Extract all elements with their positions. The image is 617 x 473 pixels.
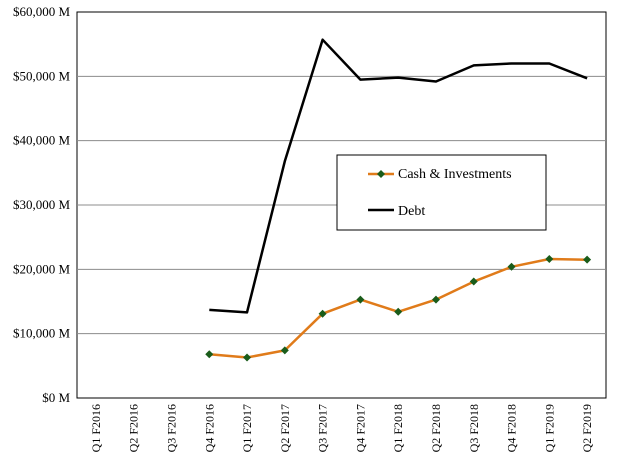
x-tick-label: Q3 F2016 [164,404,178,452]
legend-label-debt: Debt [398,204,425,219]
data-point-cash-investments [280,346,289,355]
x-tick-label: Q3 F2018 [467,404,481,452]
x-tick-label: Q1 F2019 [542,404,556,452]
data-point-cash-investments [205,350,214,359]
data-point-cash-investments [431,295,440,304]
x-tick-label: Q1 F2017 [240,404,254,452]
x-axis-ticks: Q1 F2016 Q2 F2016 Q3 F2016 Q4 F2016 Q1 F2017… [89,404,594,452]
gridlines [77,75,606,335]
data-point-cash-investments [394,307,403,316]
x-tick-label: Q4 F2018 [505,404,519,452]
y-tick-label: $20,000 M [13,261,71,276]
data-point-cash-investments [356,295,365,304]
x-tick-label: Q3 F2017 [316,404,330,452]
y-axis-ticks: $0 M $10,000 M $20,000 M $30,000 M $40,000 M… [13,4,71,405]
data-point-cash-investments [318,309,327,318]
x-tick-label: Q1 F2018 [391,404,405,452]
series-layer [205,38,592,362]
data-point-cash-investments [243,353,252,362]
x-tick-label: Q2 F2016 [127,404,141,452]
x-tick-label: Q2 F2018 [429,404,443,452]
y-tick-label: $30,000 M [13,197,71,212]
y-tick-label: $0 M [42,390,70,405]
x-tick-label: Q1 F2016 [89,404,103,452]
legend-marker-cash [377,170,385,178]
x-tick-label: Q4 F2016 [202,404,216,452]
legend: Cash & Investments Debt [336,154,547,231]
y-tick-label: $60,000 M [13,4,71,19]
data-point-cash-investments [469,277,478,286]
data-point-cash-investments [545,255,554,264]
legend-label-cash: Cash & Investments [398,167,512,182]
x-tick-label: Q2 F2019 [580,404,594,452]
x-tick-label: Q2 F2017 [278,404,292,452]
data-point-cash-investments [583,255,592,264]
y-tick-label: $10,000 M [13,326,71,341]
y-tick-label: $50,000 M [13,68,71,83]
series-line-debt [209,38,588,314]
legend-box [336,154,547,231]
y-tick-label: $40,000 M [13,133,71,148]
data-point-cash-investments [507,262,516,271]
x-tick-label: Q4 F2017 [353,404,367,452]
